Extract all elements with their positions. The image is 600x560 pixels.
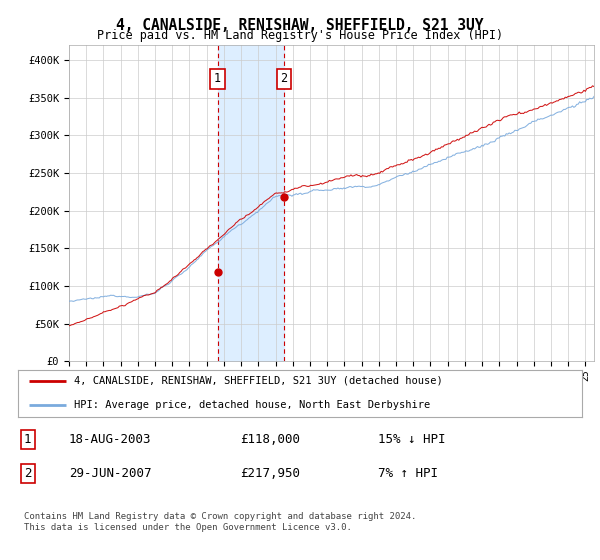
Text: HPI: Average price, detached house, North East Derbyshire: HPI: Average price, detached house, Nort…	[74, 400, 431, 410]
Text: 2: 2	[24, 466, 32, 480]
Text: £118,000: £118,000	[240, 433, 300, 446]
Text: 15% ↓ HPI: 15% ↓ HPI	[378, 433, 445, 446]
Text: 1: 1	[214, 72, 221, 85]
Text: Price paid vs. HM Land Registry's House Price Index (HPI): Price paid vs. HM Land Registry's House …	[97, 29, 503, 42]
Text: 2: 2	[280, 72, 287, 85]
Text: 18-AUG-2003: 18-AUG-2003	[69, 433, 151, 446]
Text: 4, CANALSIDE, RENISHAW, SHEFFIELD, S21 3UY (detached house): 4, CANALSIDE, RENISHAW, SHEFFIELD, S21 3…	[74, 376, 443, 385]
Text: 1: 1	[24, 433, 32, 446]
Text: 7% ↑ HPI: 7% ↑ HPI	[378, 466, 438, 480]
Text: £217,950: £217,950	[240, 466, 300, 480]
Text: Contains HM Land Registry data © Crown copyright and database right 2024.
This d: Contains HM Land Registry data © Crown c…	[24, 512, 416, 532]
Text: 29-JUN-2007: 29-JUN-2007	[69, 466, 151, 480]
Text: 4, CANALSIDE, RENISHAW, SHEFFIELD, S21 3UY: 4, CANALSIDE, RENISHAW, SHEFFIELD, S21 3…	[116, 18, 484, 33]
